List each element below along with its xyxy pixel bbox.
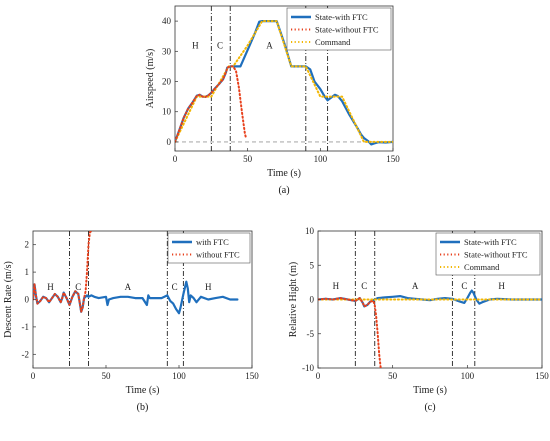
- panel-label-a: (a): [278, 185, 289, 196]
- x-axis-label-c: Time (s): [413, 385, 447, 396]
- y-tick-label: 20: [162, 77, 172, 87]
- x-tick-label: 50: [102, 371, 112, 381]
- x-tick-label: 0: [31, 371, 36, 381]
- y-tick-label: -2: [22, 349, 30, 359]
- y-tick-label: -10: [302, 363, 314, 373]
- chart-panel-c: 0 50 100 150 -10 -5 0 5 10 H C A C H Time (s) Relati…: [288, 226, 549, 413]
- y-tick-label: 10: [305, 226, 315, 236]
- phase-label: A: [125, 282, 132, 292]
- x-tick-label: 100: [314, 154, 328, 164]
- x-tick-label: 50: [243, 154, 253, 164]
- plot-frame-a: [174, 5, 394, 152]
- x-tick-label: 100: [172, 371, 186, 381]
- x-tick-label: 150: [386, 154, 400, 164]
- y-tick-label: 2: [25, 240, 30, 250]
- series-line-without: [33, 231, 93, 313]
- series-line-without: [175, 65, 248, 143]
- phase-label: H: [498, 281, 505, 291]
- y-tick-label: 0: [25, 295, 30, 305]
- legend-entry-without: State-without FTC: [315, 25, 379, 35]
- phase-label: C: [172, 282, 178, 292]
- chart-panel-b: 0 50 100 150 -2 -1 0 1 2 H C A C H Time (s) Descent …: [3, 230, 259, 413]
- legend-box: [435, 232, 541, 276]
- legend-entry-with: State-with FTC: [315, 12, 368, 22]
- phase-label: C: [361, 281, 367, 291]
- phase-label: H: [192, 40, 199, 50]
- panel-label-b: (b): [137, 402, 149, 413]
- y-axis-label-a: Airspeed (m/s): [145, 49, 156, 109]
- legend-box: [286, 7, 392, 51]
- legend-entry-without: without FTC: [196, 250, 240, 260]
- phase-label: A: [412, 281, 419, 291]
- x-axis-label-a: Time (s): [267, 168, 301, 179]
- y-tick-label: 0: [310, 295, 315, 305]
- y-tick-label: 40: [162, 16, 172, 26]
- phase-label: A: [266, 40, 273, 50]
- y-axis-label-c: Relative Hight (m): [288, 262, 299, 338]
- y-tick-label: 0: [167, 137, 172, 147]
- phase-label: H: [47, 282, 54, 292]
- y-tick-label: -1: [22, 322, 30, 332]
- legend-entry-command: Command: [464, 262, 500, 272]
- x-tick-label: 50: [388, 371, 398, 381]
- y-tick-label: 10: [162, 107, 172, 117]
- panel-label-c: (c): [424, 402, 435, 413]
- phase-label: C: [461, 281, 467, 291]
- legend-entry-without: State-without FTC: [464, 250, 528, 260]
- x-tick-label: 0: [316, 371, 321, 381]
- legend-entry-with: State-with FTC: [464, 237, 517, 247]
- legend-a: State-with FTC State-without FTC Command: [286, 7, 392, 51]
- series-line-without: [318, 297, 382, 368]
- series-line-command: [175, 20, 393, 143]
- phase-label: H: [205, 282, 212, 292]
- x-tick-label: 150: [535, 371, 549, 381]
- y-tick-label: -5: [307, 329, 315, 339]
- y-tick-label: 1: [25, 267, 30, 277]
- legend-b: with FTC without FTC: [167, 232, 251, 264]
- x-tick-label: 150: [245, 371, 259, 381]
- phase-label: C: [75, 282, 81, 292]
- y-axis-label-b: Descent Rate (m/s): [3, 261, 14, 338]
- legend-entry-command: Command: [315, 37, 351, 47]
- x-axis-label-b: Time (s): [126, 385, 160, 396]
- legend-box: [167, 232, 251, 264]
- phase-label: H: [333, 281, 340, 291]
- y-tick-label: 5: [310, 260, 315, 270]
- x-tick-label: 0: [173, 154, 178, 164]
- phase-label: C: [217, 40, 223, 50]
- legend-c: State-with FTC State-without FTC Command: [435, 232, 541, 276]
- y-tick-label: 30: [162, 46, 172, 56]
- legend-entry-with: with FTC: [196, 237, 229, 247]
- x-tick-label: 100: [461, 371, 475, 381]
